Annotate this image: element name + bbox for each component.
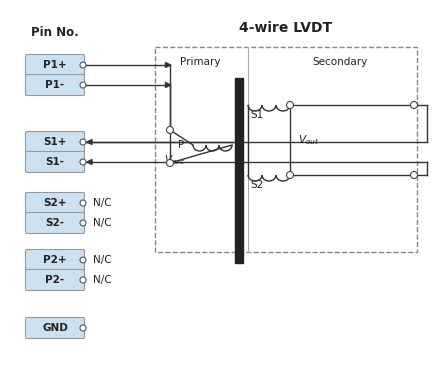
Text: 4-wire LVDT: 4-wire LVDT [239,21,333,35]
Circle shape [166,127,174,134]
Bar [155,47,417,252]
Circle shape [286,171,293,179]
Circle shape [166,159,174,166]
Circle shape [410,171,417,179]
Text: S2+: S2+ [43,198,67,208]
Circle shape [80,200,86,206]
Text: P2+: P2+ [43,255,67,265]
FancyBboxPatch shape [25,192,85,214]
Polygon shape [87,139,92,144]
Text: S1+: S1+ [43,137,67,147]
Polygon shape [165,82,171,87]
Text: P2-: P2- [45,275,64,285]
Bar [235,78,243,263]
FancyBboxPatch shape [25,249,85,271]
Text: S1: S1 [250,110,263,120]
Circle shape [80,257,86,263]
Text: N/C: N/C [93,218,111,228]
Circle shape [80,82,86,88]
Text: GND: GND [42,323,68,333]
Circle shape [286,102,293,109]
Text: $V_{out}$: $V_{out}$ [298,133,319,147]
FancyBboxPatch shape [25,318,85,338]
Circle shape [80,139,86,145]
Text: P: P [178,140,184,150]
Text: N/C: N/C [93,198,111,208]
FancyBboxPatch shape [25,152,85,172]
Circle shape [80,62,86,68]
Text: P1-: P1- [45,80,64,90]
Text: N/C: N/C [93,255,111,265]
Polygon shape [87,159,92,164]
FancyBboxPatch shape [25,270,85,291]
FancyBboxPatch shape [25,55,85,75]
Circle shape [80,220,86,226]
Text: Pin No.: Pin No. [31,25,79,38]
Text: P1+: P1+ [43,60,67,70]
Text: S2: S2 [250,180,263,190]
Text: S2-: S2- [45,218,64,228]
Polygon shape [165,62,171,67]
Circle shape [80,159,86,165]
Circle shape [80,325,86,331]
FancyBboxPatch shape [25,132,85,152]
FancyBboxPatch shape [25,213,85,233]
FancyBboxPatch shape [25,75,85,95]
Circle shape [410,102,417,109]
Text: S1-: S1- [45,157,64,167]
Text: Primary: Primary [180,57,220,67]
Text: $V_{exc}$: $V_{exc}$ [164,153,186,167]
Text: Secondary: Secondary [312,57,368,67]
Circle shape [80,277,86,283]
Text: N/C: N/C [93,275,111,285]
